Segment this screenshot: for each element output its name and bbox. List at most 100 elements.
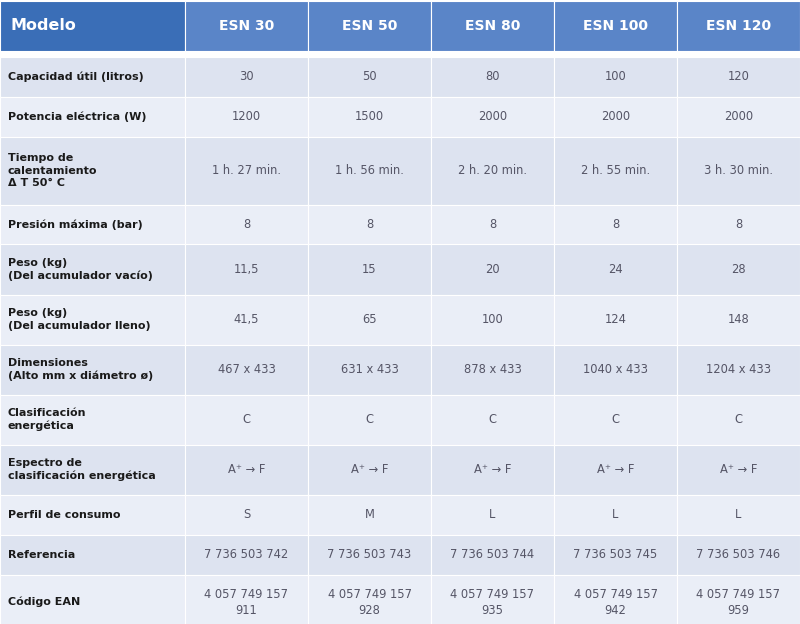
FancyBboxPatch shape <box>185 535 308 575</box>
FancyBboxPatch shape <box>308 444 431 494</box>
Text: ESN 30: ESN 30 <box>219 19 274 32</box>
Text: Perfil de consumo: Perfil de consumo <box>8 510 121 520</box>
Text: 7 736 503 745: 7 736 503 745 <box>574 548 658 561</box>
FancyBboxPatch shape <box>0 394 185 444</box>
Text: 8: 8 <box>612 218 619 231</box>
FancyBboxPatch shape <box>0 575 185 624</box>
Text: C: C <box>734 413 742 426</box>
Text: 20: 20 <box>485 263 500 276</box>
FancyBboxPatch shape <box>431 444 554 494</box>
Text: C: C <box>489 413 497 426</box>
Text: 4 057 749 157
959: 4 057 749 157 959 <box>697 588 781 617</box>
FancyBboxPatch shape <box>431 394 554 444</box>
Text: 100: 100 <box>605 70 626 83</box>
FancyBboxPatch shape <box>308 1 431 51</box>
FancyBboxPatch shape <box>554 137 677 205</box>
FancyBboxPatch shape <box>308 137 431 205</box>
Text: Modelo: Modelo <box>10 18 76 33</box>
FancyBboxPatch shape <box>0 535 185 575</box>
Text: 8: 8 <box>366 218 373 231</box>
FancyBboxPatch shape <box>677 344 800 394</box>
FancyBboxPatch shape <box>185 97 308 137</box>
FancyBboxPatch shape <box>431 205 554 245</box>
Text: 7 736 503 742: 7 736 503 742 <box>204 548 289 561</box>
Text: Presión máxima (bar): Presión máxima (bar) <box>8 219 142 230</box>
Text: 2000: 2000 <box>601 110 630 123</box>
Text: 8: 8 <box>489 218 496 231</box>
Text: 50: 50 <box>362 70 377 83</box>
Text: 80: 80 <box>486 70 500 83</box>
FancyBboxPatch shape <box>185 394 308 444</box>
Text: 7 736 503 746: 7 736 503 746 <box>697 548 781 561</box>
Text: Código EAN: Código EAN <box>8 597 80 607</box>
FancyBboxPatch shape <box>677 535 800 575</box>
Text: 11,5: 11,5 <box>234 263 259 276</box>
FancyBboxPatch shape <box>554 205 677 245</box>
Text: A⁺ → F: A⁺ → F <box>474 463 511 476</box>
Text: Peso (kg)
(Del acumulador vacío): Peso (kg) (Del acumulador vacío) <box>8 258 153 281</box>
FancyBboxPatch shape <box>0 444 185 494</box>
FancyBboxPatch shape <box>554 97 677 137</box>
Text: Tiempo de
calentamiento
Δ T 50° C: Tiempo de calentamiento Δ T 50° C <box>8 153 98 188</box>
FancyBboxPatch shape <box>677 394 800 444</box>
FancyBboxPatch shape <box>185 344 308 394</box>
Text: Potencia eléctrica (W): Potencia eléctrica (W) <box>8 111 146 122</box>
Text: 1500: 1500 <box>355 110 384 123</box>
FancyBboxPatch shape <box>554 535 677 575</box>
Text: 631 x 433: 631 x 433 <box>341 363 398 376</box>
Text: 7 736 503 744: 7 736 503 744 <box>450 548 534 561</box>
Text: 4 057 749 157
942: 4 057 749 157 942 <box>574 588 658 617</box>
FancyBboxPatch shape <box>0 344 185 394</box>
FancyBboxPatch shape <box>677 494 800 535</box>
FancyBboxPatch shape <box>185 444 308 494</box>
Text: 124: 124 <box>605 313 626 326</box>
Text: 2 h. 55 min.: 2 h. 55 min. <box>581 164 650 177</box>
Text: Peso (kg)
(Del acumulador lleno): Peso (kg) (Del acumulador lleno) <box>8 308 150 331</box>
FancyBboxPatch shape <box>554 245 677 295</box>
FancyBboxPatch shape <box>677 57 800 97</box>
Text: M: M <box>365 508 374 521</box>
Text: 30: 30 <box>239 70 254 83</box>
Text: 1040 x 433: 1040 x 433 <box>583 363 648 376</box>
Text: Espectro de
clasificación energética: Espectro de clasificación energética <box>8 458 156 481</box>
Text: 467 x 433: 467 x 433 <box>218 363 275 376</box>
FancyBboxPatch shape <box>185 494 308 535</box>
Text: 24: 24 <box>608 263 623 276</box>
FancyBboxPatch shape <box>185 245 308 295</box>
FancyBboxPatch shape <box>431 97 554 137</box>
Text: 41,5: 41,5 <box>234 313 259 326</box>
Text: 1 h. 27 min.: 1 h. 27 min. <box>212 164 281 177</box>
FancyBboxPatch shape <box>0 51 800 57</box>
FancyBboxPatch shape <box>554 444 677 494</box>
FancyBboxPatch shape <box>554 1 677 51</box>
Text: 3 h. 30 min.: 3 h. 30 min. <box>704 164 773 177</box>
Text: ESN 100: ESN 100 <box>583 19 648 32</box>
Text: ESN 50: ESN 50 <box>342 19 397 32</box>
Text: 878 x 433: 878 x 433 <box>463 363 522 376</box>
FancyBboxPatch shape <box>308 245 431 295</box>
Text: Capacidad útil (litros): Capacidad útil (litros) <box>8 71 144 82</box>
FancyBboxPatch shape <box>185 205 308 245</box>
FancyBboxPatch shape <box>677 1 800 51</box>
Text: 8: 8 <box>243 218 250 231</box>
FancyBboxPatch shape <box>677 575 800 624</box>
FancyBboxPatch shape <box>677 444 800 494</box>
Text: 4 057 749 157
935: 4 057 749 157 935 <box>450 588 534 617</box>
FancyBboxPatch shape <box>431 494 554 535</box>
Text: A⁺ → F: A⁺ → F <box>350 463 388 476</box>
FancyBboxPatch shape <box>308 494 431 535</box>
Text: A⁺ → F: A⁺ → F <box>720 463 758 476</box>
Text: ESN 80: ESN 80 <box>465 19 520 32</box>
FancyBboxPatch shape <box>308 575 431 624</box>
FancyBboxPatch shape <box>308 97 431 137</box>
Text: L: L <box>490 508 496 521</box>
FancyBboxPatch shape <box>185 57 308 97</box>
FancyBboxPatch shape <box>0 295 185 344</box>
FancyBboxPatch shape <box>308 205 431 245</box>
FancyBboxPatch shape <box>431 344 554 394</box>
FancyBboxPatch shape <box>554 394 677 444</box>
FancyBboxPatch shape <box>431 57 554 97</box>
Text: 2 h. 20 min.: 2 h. 20 min. <box>458 164 527 177</box>
FancyBboxPatch shape <box>0 245 185 295</box>
Text: 8: 8 <box>735 218 742 231</box>
